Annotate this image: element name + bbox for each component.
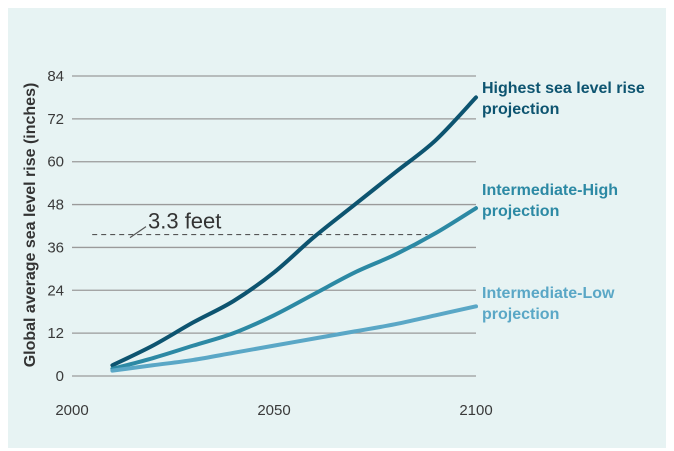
series-label: Highest sea level rise projection — [482, 80, 645, 118]
y-tick-label: 36 — [47, 239, 64, 256]
y-tick-labels: 0 12 24 36 48 60 72 84 — [47, 68, 64, 385]
series-labels: Highest sea level rise projection Intermed… — [482, 80, 645, 323]
y-tick-label: 72 — [47, 111, 64, 128]
reference-line-group: 3.3 feet — [92, 209, 428, 239]
series-label: Intermediate-High projection — [482, 182, 618, 220]
chart-panel — [8, 8, 666, 448]
series-lines — [110, 95, 478, 373]
y-axis-label: Global average sea level rise (inches) — [22, 83, 39, 368]
series-label: Intermediate-Low projection — [482, 285, 615, 323]
x-tick-label: 2050 — [257, 402, 290, 419]
y-tick-label: 84 — [47, 68, 64, 85]
y-tick-label: 60 — [47, 154, 64, 171]
x-tick-labels: 2000 2050 2100 — [55, 402, 492, 419]
reference-leader — [129, 226, 147, 239]
y-tick-label: 48 — [47, 197, 64, 214]
grid-lines — [72, 75, 476, 377]
reference-label: 3.3 feet — [148, 209, 221, 234]
x-tick-label: 2100 — [459, 402, 492, 419]
y-tick-label: 12 — [47, 325, 64, 342]
y-tick-label: 0 — [56, 368, 64, 385]
series-line — [110, 206, 478, 371]
y-tick-label: 24 — [47, 282, 64, 299]
series-line — [110, 304, 478, 373]
series-line — [110, 95, 478, 368]
x-tick-label: 2000 — [55, 402, 88, 419]
